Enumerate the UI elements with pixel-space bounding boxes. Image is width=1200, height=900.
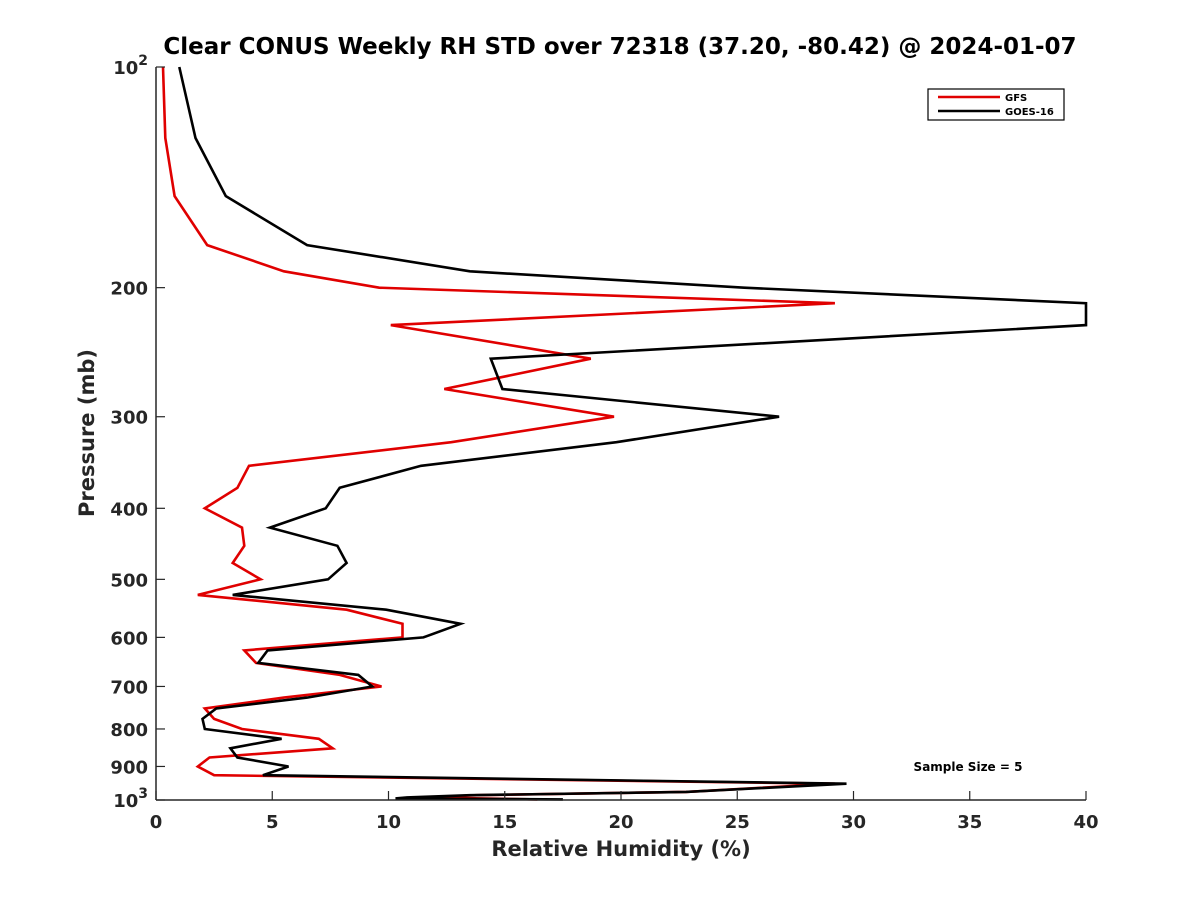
x-tick-label: 30 [841, 812, 866, 833]
y-ticks: 102 200 300 400 500 600 700 800 900 103 [110, 53, 165, 812]
legend-label-gfs: GFS [1005, 93, 1027, 104]
legend: GFS GOES-16 [927, 88, 1065, 121]
series-layer [161, 66, 1088, 801]
x-tick-label: 10 [376, 812, 401, 833]
x-tick-label: 35 [957, 812, 982, 833]
y-tick-label: 700 [110, 677, 148, 698]
y-tick-label: 600 [110, 628, 148, 649]
series-line-goes16 [178, 66, 1088, 801]
series-line-gfs [161, 66, 835, 801]
x-tick-label: 0 [150, 812, 163, 833]
x-axis-label: Relative Humidity (%) [491, 837, 750, 861]
y-tick-label: 300 [110, 408, 148, 429]
x-tick-label: 5 [266, 812, 279, 833]
plot-area [156, 67, 1086, 800]
x-tick-label: 20 [608, 812, 633, 833]
y-tick-label: 400 [110, 499, 148, 520]
legend-label-goes16: GOES-16 [1005, 107, 1054, 118]
legend-box [927, 88, 1065, 121]
x-tick-label: 15 [492, 812, 517, 833]
sample-size-annotation: Sample Size = 5 [914, 760, 1023, 774]
y-tick-label: 102 [113, 53, 148, 79]
y-tick-label: 200 [110, 279, 148, 300]
x-ticks: 0 5 10 15 20 25 30 35 40 [150, 791, 1099, 833]
y-tick-label: 800 [110, 720, 148, 741]
x-tick-label: 25 [725, 812, 750, 833]
y-tick-label: 103 [113, 786, 148, 812]
y-axis-label: Pressure (mb) [75, 349, 99, 517]
y-tick-label: 500 [110, 570, 148, 591]
chart-title: Clear CONUS Weekly RH STD over 72318 (37… [163, 34, 1076, 60]
y-tick-label: 900 [110, 757, 148, 778]
x-tick-label: 40 [1073, 812, 1098, 833]
